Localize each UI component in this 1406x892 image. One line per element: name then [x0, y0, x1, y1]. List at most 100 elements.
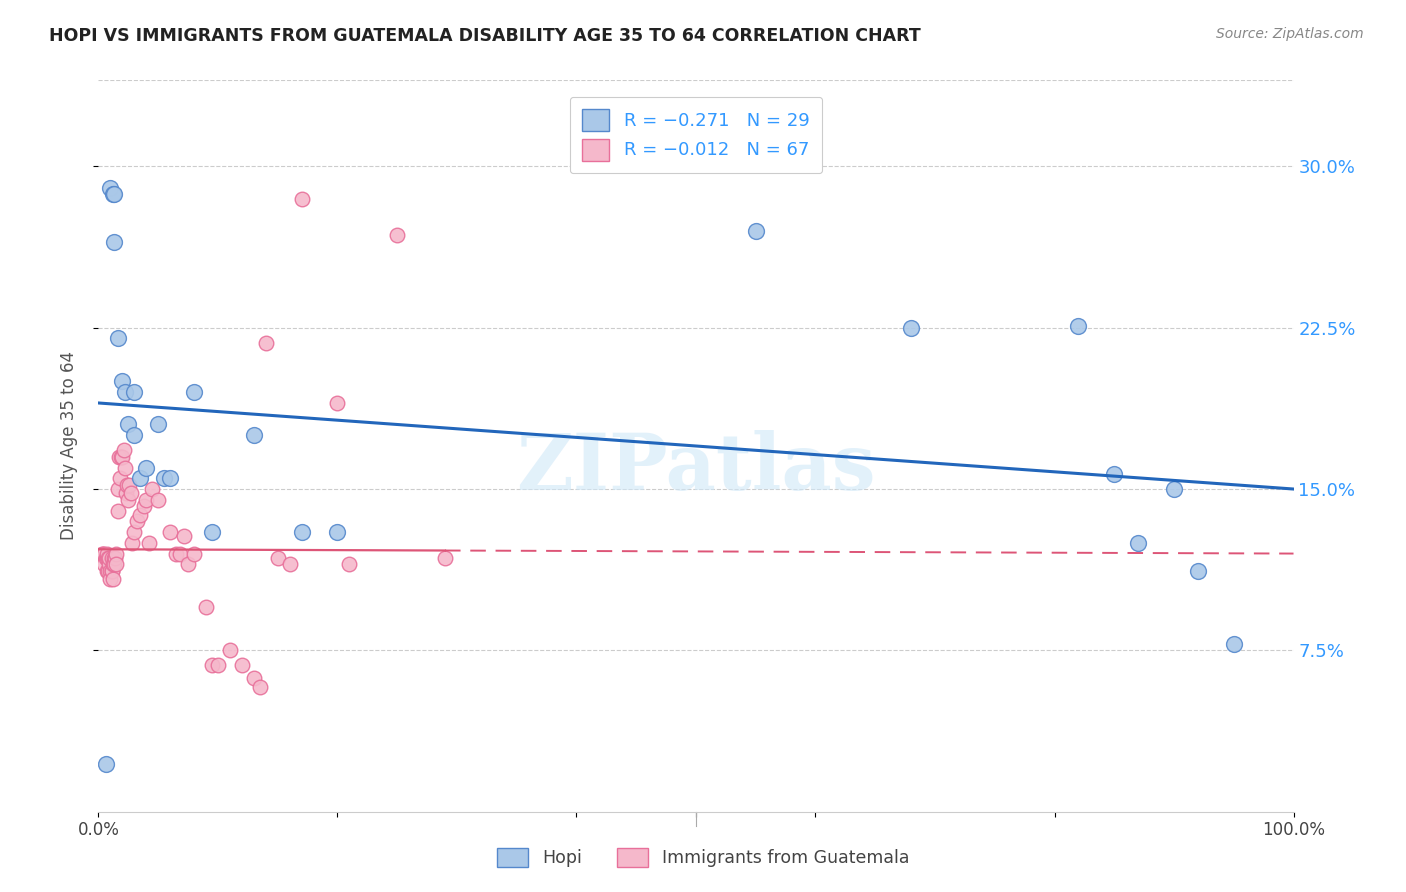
Point: [96, 547, 118, 561]
Point: [117, 417, 139, 432]
Point: [107, 331, 129, 345]
Point: [745, 224, 768, 238]
Point: [173, 529, 195, 543]
Point: [105, 547, 128, 561]
Point: [129, 471, 152, 485]
Point: [434, 550, 457, 565]
Point: [1128, 536, 1150, 550]
Point: [141, 482, 163, 496]
Point: [108, 471, 131, 485]
Point: [115, 477, 138, 491]
Point: [135, 460, 157, 475]
Point: [124, 524, 146, 539]
Point: [231, 658, 253, 673]
Point: [100, 550, 122, 565]
Point: [91, 547, 114, 561]
Point: [101, 573, 124, 587]
Point: [100, 564, 122, 578]
Point: [111, 375, 134, 389]
Point: [159, 471, 181, 485]
Point: [97, 564, 120, 578]
Legend: R = −0.271   N = 29, R = −0.012   N = 67: R = −0.271 N = 29, R = −0.012 N = 67: [569, 96, 823, 173]
Y-axis label: Disability Age 35 to 64: Disability Age 35 to 64: [59, 351, 77, 541]
Legend: Hopi, Immigrants from Guatemala: Hopi, Immigrants from Guatemala: [489, 841, 917, 874]
Point: [101, 187, 124, 202]
Point: [267, 550, 290, 565]
Point: [98, 564, 122, 578]
Point: [148, 417, 170, 432]
Point: [124, 428, 146, 442]
Point: [117, 492, 139, 507]
Point: [291, 524, 314, 539]
Point: [104, 550, 127, 565]
Point: [1223, 637, 1246, 651]
Point: [125, 514, 148, 528]
Point: [278, 558, 301, 572]
Point: [115, 486, 138, 500]
Point: [114, 385, 136, 400]
Point: [129, 508, 152, 522]
Point: [153, 471, 176, 485]
Point: [96, 564, 118, 578]
Point: [195, 600, 218, 615]
Text: ZIPatlas: ZIPatlas: [516, 430, 876, 506]
Text: HOPI VS IMMIGRANTS FROM GUATEMALA DISABILITY AGE 35 TO 64 CORRELATION CHART: HOPI VS IMMIGRANTS FROM GUATEMALA DISABI…: [49, 27, 921, 45]
Point: [97, 550, 120, 565]
Point: [105, 558, 128, 572]
Point: [98, 181, 122, 195]
Point: [207, 658, 229, 673]
Point: [159, 524, 181, 539]
Point: [183, 385, 205, 400]
Point: [135, 492, 157, 507]
Point: [107, 482, 129, 496]
Point: [103, 187, 125, 202]
Point: [100, 564, 122, 578]
Point: [114, 460, 136, 475]
Point: [339, 558, 361, 572]
Point: [91, 547, 114, 561]
Point: [900, 320, 922, 334]
Point: [103, 550, 125, 565]
Point: [94, 550, 117, 565]
Point: [107, 503, 129, 517]
Point: [110, 450, 132, 464]
Point: [98, 550, 121, 565]
Point: [254, 335, 277, 350]
Point: [169, 547, 191, 561]
Point: [96, 550, 118, 565]
Point: [385, 228, 409, 243]
Point: [1067, 318, 1090, 333]
Point: [121, 536, 143, 550]
Point: [201, 524, 224, 539]
Point: [1104, 467, 1126, 481]
Point: [124, 385, 146, 400]
Point: [243, 428, 266, 442]
Point: [112, 443, 135, 458]
Point: [98, 558, 121, 572]
Point: [94, 757, 117, 772]
Point: [243, 671, 266, 685]
Point: [177, 558, 200, 572]
Point: [326, 524, 349, 539]
Point: [291, 192, 314, 206]
Point: [132, 500, 155, 514]
Point: [183, 547, 205, 561]
Point: [111, 450, 134, 464]
Point: [1163, 482, 1185, 496]
Point: [107, 450, 129, 464]
Point: [101, 558, 124, 572]
Point: [118, 477, 141, 491]
Point: [138, 536, 160, 550]
Point: [148, 492, 170, 507]
Point: [103, 235, 125, 249]
Point: [165, 547, 187, 561]
Point: [103, 558, 125, 572]
Point: [1187, 564, 1209, 578]
Point: [201, 658, 224, 673]
Point: [219, 643, 242, 657]
Text: Source: ZipAtlas.com: Source: ZipAtlas.com: [1216, 27, 1364, 41]
Point: [98, 573, 122, 587]
Point: [249, 680, 271, 694]
Point: [93, 558, 115, 572]
Point: [120, 486, 142, 500]
